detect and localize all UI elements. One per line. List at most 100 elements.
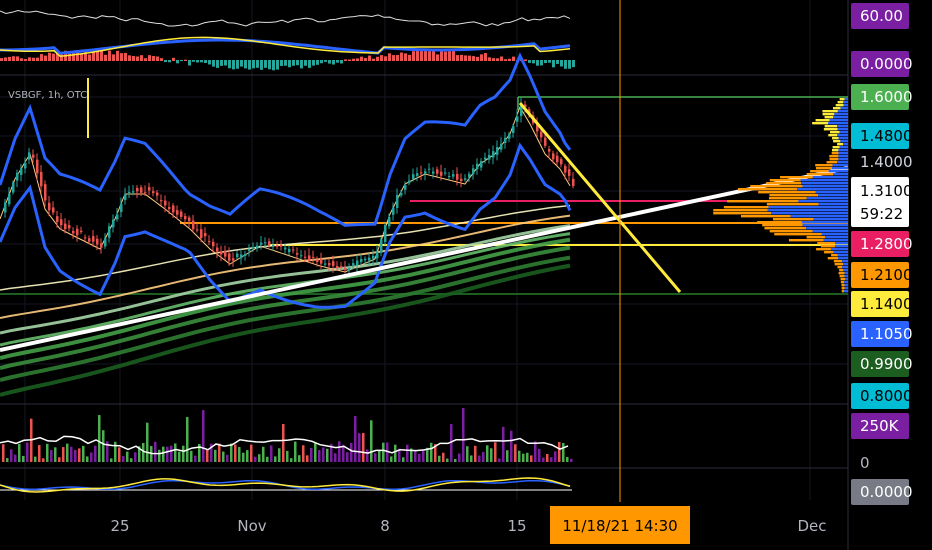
candle-body	[480, 161, 483, 168]
candle-body	[400, 192, 403, 196]
candle-body	[88, 238, 91, 242]
oscillator-pane	[0, 477, 572, 493]
volume-bar	[366, 449, 369, 462]
candle-body	[404, 184, 407, 190]
volume-profile-bar	[713, 209, 768, 212]
volume-bar	[374, 453, 377, 462]
volume-profile-bar	[844, 287, 848, 290]
volume-profile-bar	[845, 278, 848, 281]
macd-histogram-bar	[44, 55, 47, 61]
volume-bar	[330, 443, 333, 462]
volume-bar	[310, 447, 313, 462]
macd-histogram-bar	[492, 58, 495, 61]
volume-bar	[514, 444, 517, 462]
volume-profile-bar	[773, 218, 814, 221]
macd-line	[0, 38, 571, 55]
macd-histogram-bar	[28, 57, 31, 61]
candle-body	[40, 171, 43, 187]
macd-histogram-bar	[136, 56, 139, 61]
volume-bar	[126, 451, 129, 462]
macd-histogram-bar	[428, 51, 431, 61]
volume-profile-bar	[824, 251, 834, 254]
volume-bar	[38, 445, 41, 462]
candle-body	[560, 159, 563, 165]
volume-bar	[482, 451, 485, 462]
volume-bar	[498, 458, 501, 462]
candle-body	[152, 191, 155, 194]
macd-histogram-bar	[212, 60, 215, 67]
macd-histogram-bar	[152, 56, 155, 61]
candle-body	[116, 214, 119, 220]
candle-body	[328, 263, 331, 266]
candle-body	[344, 267, 347, 270]
volume-profile-bar	[823, 239, 848, 242]
volume-bar	[142, 442, 145, 462]
candle-body	[432, 171, 435, 174]
macd-histogram-bar	[224, 60, 227, 66]
candle-body	[384, 225, 387, 243]
candle-body	[108, 226, 111, 238]
macd-histogram-bar	[116, 50, 119, 61]
macd-histogram-bar	[172, 57, 175, 61]
volume-bar	[566, 456, 569, 462]
volume-bar	[106, 441, 109, 462]
candle-body	[420, 172, 423, 174]
volume-bar	[446, 458, 449, 462]
rsi-axis-label: 60.00	[860, 7, 903, 25]
candle-body	[44, 184, 47, 201]
candle-body	[240, 254, 243, 259]
volume-bar	[146, 422, 149, 462]
candle-body	[436, 169, 439, 174]
candle-body	[316, 259, 319, 263]
candle-body	[332, 261, 335, 266]
volume-profile-bar	[841, 284, 845, 287]
volume-bar	[358, 433, 361, 462]
macd-histogram-bar	[460, 54, 463, 61]
macd-histogram-bar	[284, 60, 287, 66]
macd-histogram-bar	[420, 50, 423, 61]
macd-histogram-bar	[12, 56, 15, 61]
macd-histogram-bar	[368, 55, 371, 61]
macd-histogram-bar	[104, 54, 107, 61]
candle-body	[268, 241, 271, 246]
volume-profile-bar	[740, 215, 791, 218]
volume-bar	[454, 458, 457, 462]
macd-histogram-bar	[240, 60, 243, 67]
volume-bar	[230, 443, 233, 462]
macd-histogram-bar	[524, 59, 527, 61]
macd-histogram-bar	[0, 58, 3, 61]
macd-histogram-bar	[404, 53, 407, 61]
volume-bar	[294, 441, 297, 462]
macd-histogram-bar	[364, 58, 367, 61]
volume-profile-bar	[840, 281, 845, 284]
volume-bar	[198, 443, 201, 462]
volume-bar	[370, 420, 373, 462]
volume-bar	[246, 450, 249, 462]
volume-bar	[510, 430, 513, 462]
volume-bar	[418, 454, 421, 462]
volume-bar	[90, 452, 93, 462]
volume-bar	[302, 445, 305, 462]
macd-histogram-bar	[468, 55, 471, 61]
volume-bar	[266, 456, 269, 462]
candle-body	[204, 233, 207, 237]
macd-histogram-bar	[292, 60, 295, 66]
macd-histogram-bar	[384, 56, 387, 61]
macd-histogram-bar	[188, 60, 191, 66]
volume-bar	[298, 455, 301, 462]
volume-profile-bar	[829, 158, 839, 161]
macd-histogram-bar	[276, 60, 279, 70]
candle-body	[440, 171, 443, 176]
macd-histogram-bar	[572, 60, 575, 68]
volume-bar	[530, 455, 533, 462]
macd-histogram-bar	[340, 60, 343, 64]
candle-body	[12, 182, 15, 193]
osc-signal-line	[0, 477, 571, 493]
candle-body	[136, 187, 139, 192]
macd-histogram-bar	[552, 60, 555, 68]
macd-histogram-bar	[540, 60, 543, 66]
volume-profile-bar	[771, 212, 848, 215]
candle-body	[292, 249, 295, 251]
volume-bar	[58, 457, 61, 462]
